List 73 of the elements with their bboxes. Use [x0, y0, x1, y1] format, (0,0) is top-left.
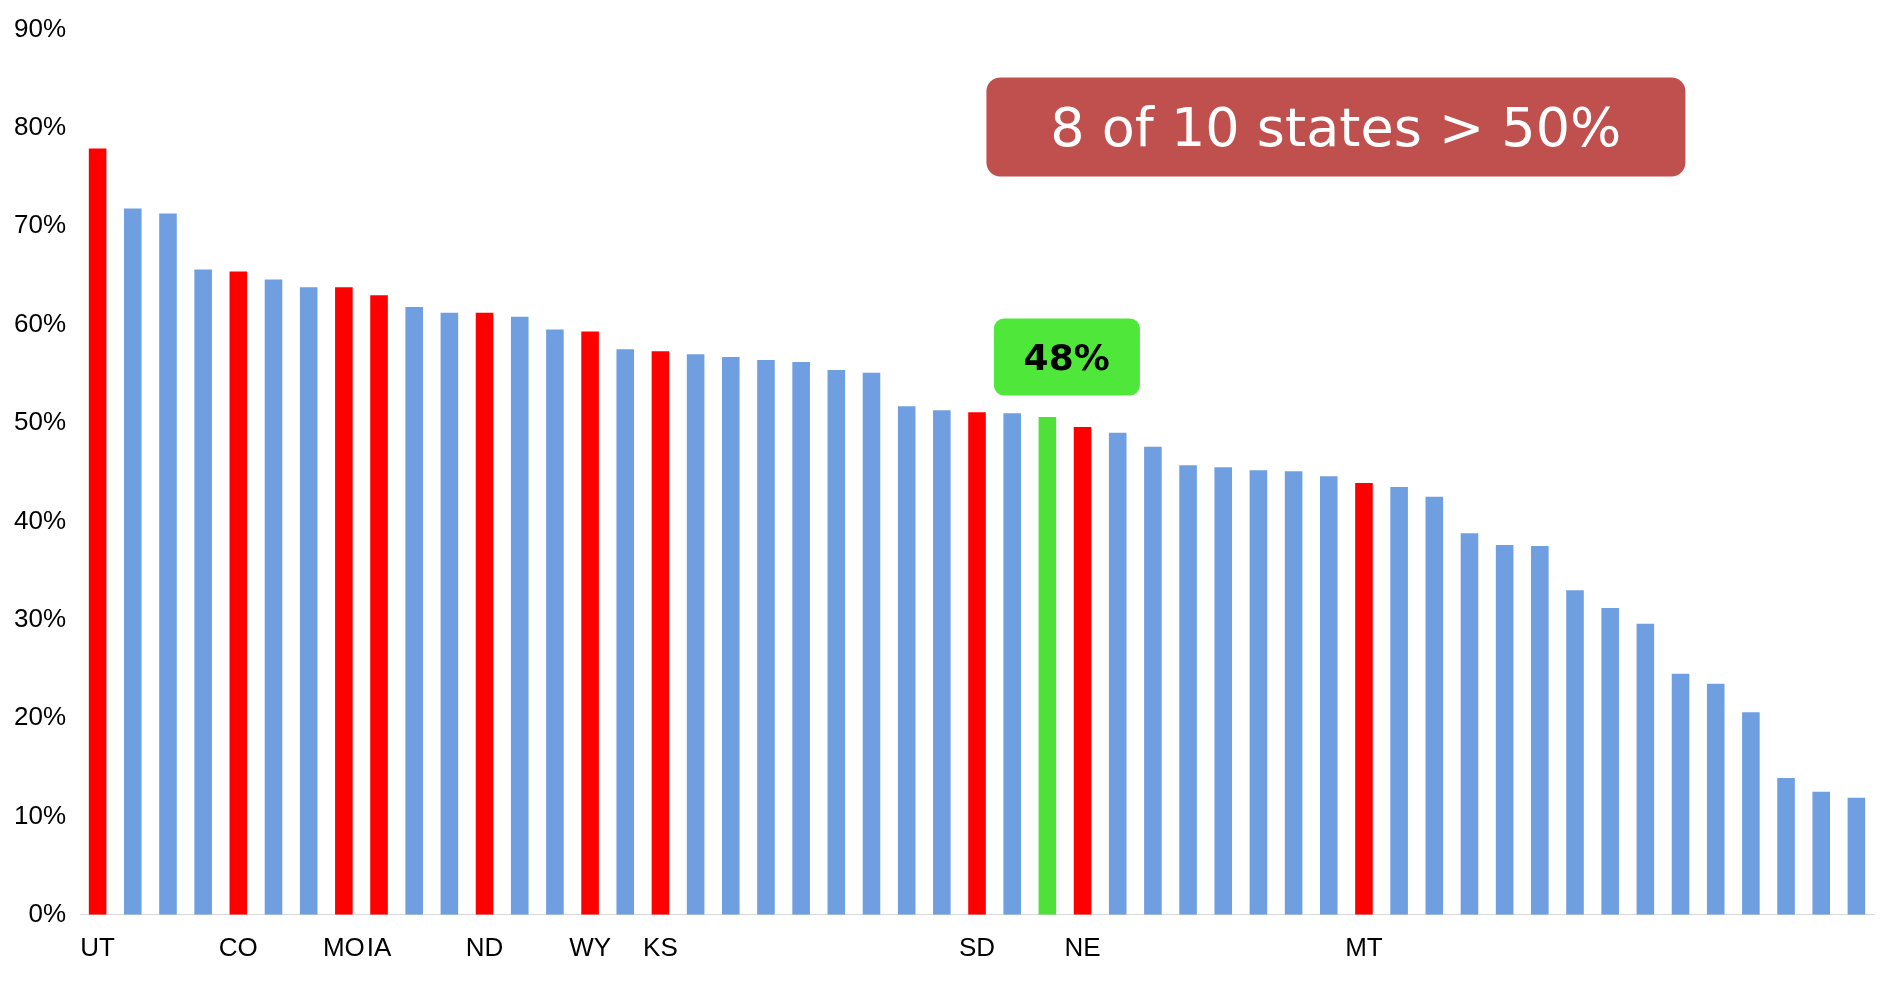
bar [1636, 623, 1655, 915]
bar [1671, 673, 1690, 915]
bar [897, 406, 916, 915]
bar [1495, 544, 1514, 915]
bar [88, 148, 107, 915]
bar [1460, 533, 1479, 915]
y-tick-label: 40% [13, 504, 67, 535]
x-tick-label: CO [218, 931, 258, 962]
bar [1073, 426, 1092, 915]
bar [1003, 413, 1021, 915]
bar [581, 331, 599, 915]
x-tick-label: UT [80, 931, 116, 962]
bar [264, 279, 283, 915]
x-tick-label: MO [322, 931, 365, 962]
bar [299, 287, 318, 915]
bar [1601, 607, 1619, 915]
x-tick-label: SD [958, 931, 996, 962]
bar [1355, 483, 1373, 915]
bar [335, 287, 353, 915]
bar [194, 269, 212, 915]
annotation: 48% [993, 318, 1140, 396]
bar [546, 329, 564, 915]
bar [159, 213, 177, 915]
bar [1847, 797, 1866, 915]
bar [757, 360, 775, 915]
bar [1425, 496, 1444, 915]
x-tick-label: IA [366, 931, 392, 962]
bar [1390, 486, 1408, 915]
bar [1319, 476, 1338, 915]
bar [1108, 432, 1127, 915]
bar [1531, 545, 1549, 915]
y-tick-label: 90% [13, 12, 67, 43]
annotation: 8 of 10 states > 50% [986, 77, 1686, 177]
bar [405, 306, 423, 915]
y-tick-label: 80% [13, 111, 67, 142]
bar [475, 312, 494, 915]
x-tick-label: KS [643, 931, 678, 962]
bar [440, 312, 459, 915]
bar [933, 410, 951, 915]
bar [792, 362, 810, 915]
y-tick-label: 60% [13, 307, 67, 338]
bar [827, 369, 846, 915]
y-tick-label: 0% [28, 897, 67, 928]
bar [124, 208, 142, 915]
bar [968, 412, 986, 915]
bar [510, 316, 529, 915]
y-tick-label: 70% [13, 209, 67, 240]
x-tick-label: WY [569, 931, 612, 962]
bar [1284, 471, 1303, 915]
bar [1144, 446, 1162, 915]
bar [1706, 683, 1725, 915]
x-tick-label: ND [465, 931, 504, 962]
bar [1038, 417, 1057, 915]
bar [651, 351, 670, 915]
x-tick-label: NE [1064, 931, 1101, 962]
bar [722, 357, 740, 915]
bar [616, 349, 635, 915]
bar [229, 271, 248, 915]
bar [1812, 791, 1831, 915]
y-tick-label: 20% [13, 701, 67, 732]
bar [862, 372, 881, 915]
bar [686, 354, 705, 915]
bar [1777, 778, 1795, 915]
bar [1214, 467, 1233, 915]
bar [1566, 590, 1584, 915]
bar [1179, 465, 1197, 915]
bar [370, 295, 388, 915]
y-tick-label: 10% [13, 799, 67, 830]
y-tick-label: 30% [13, 602, 67, 633]
y-tick-label: 50% [13, 406, 67, 437]
bar [1742, 712, 1760, 915]
x-tick-label: MT [1345, 931, 1383, 962]
bar [1249, 470, 1268, 915]
